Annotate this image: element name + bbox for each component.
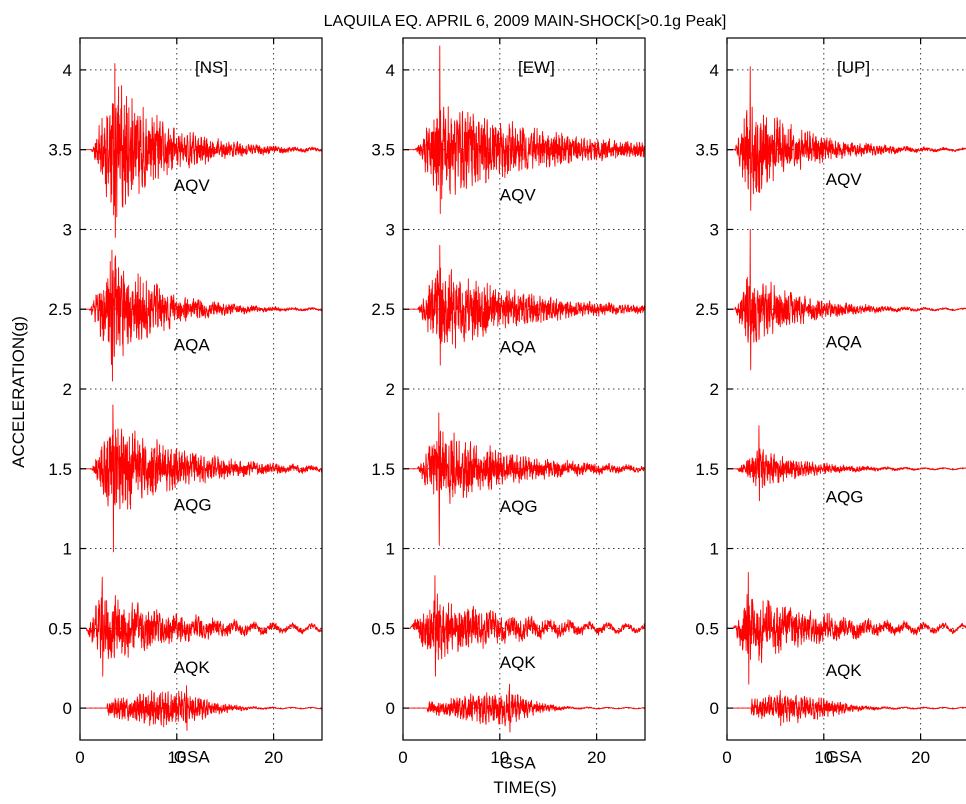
y-tick-label: 2.5 [371,300,395,319]
y-tick-label: 1.5 [695,460,719,479]
y-tick-label: 1.5 [371,460,395,479]
y-tick-label: 3 [710,220,719,239]
y-tick-label: 0 [710,699,719,718]
y-tick-label: 3.5 [371,141,395,160]
station-label-aqv: AQV [500,186,537,205]
trace-aqa [80,249,322,382]
trace-gsa [403,683,645,733]
trace-aqk [403,575,645,677]
station-label-aqv: AQV [826,170,863,189]
trace-aqv [403,45,645,214]
traces [727,66,966,727]
y-tick-label: 1 [386,540,395,559]
y-tick-label: 1.5 [48,460,72,479]
station-label-aqk: AQK [826,661,863,680]
x-tick-label: 0 [398,748,407,767]
trace-aqa [727,229,966,371]
panel-ns: 0 10 20 0 0.5 1 1.5 2 2.5 3 3.5 4 [NS] AQV AQA AQG AQK GS… [48,37,323,767]
y-tick-label: 1 [63,540,72,559]
station-label-aqa: AQA [826,333,863,352]
station-label-aqg: AQG [826,487,864,506]
component-label: [NS] [195,58,228,77]
x-tick-label: 20 [587,748,606,767]
station-label-aqg: AQG [174,495,212,514]
component-label: [UP] [837,58,870,77]
station-label-aqa: AQA [500,337,537,356]
y-tick-label: 3 [63,220,72,239]
trace-aqa [403,244,645,366]
y-tick-label: 3.5 [695,141,719,160]
trace-aqk [727,572,966,685]
component-label: [EW] [518,58,555,77]
x-tick-label: 0 [75,748,84,767]
y-tick-label: 0.5 [695,619,719,638]
station-label-aqv: AQV [174,176,211,195]
trace-aqg [80,404,322,553]
y-tick-label: 1 [710,540,719,559]
x-axis-label: TIME(S) [493,778,556,797]
x-tick-label: 10 [814,748,833,767]
station-label-aqa: AQA [174,336,211,355]
traces [80,63,322,731]
y-tick-label: 3.5 [48,141,72,160]
trace-gsa [80,685,322,731]
y-tick-label: 0.5 [48,619,72,638]
y-tick-label: 2 [710,380,719,399]
x-tick-label: 10 [167,748,186,767]
y-tick-label: 2 [63,380,72,399]
x-tick-label: 0 [722,748,731,767]
y-axis-label: ACCELERATION(g) [9,316,28,468]
x-tick-label: 10 [490,748,509,767]
x-tick-label: 20 [911,748,930,767]
trace-gsa [727,690,966,727]
trace-aqv [80,63,322,238]
y-tick-label: 3 [386,220,395,239]
chart-title: LAQUILA EQ. APRIL 6, 2009 MAIN-SHOCK[>0.… [324,13,727,30]
trace-aqk [80,576,322,677]
station-label-gsa: GSA [174,747,211,766]
panel-ew: 0 10 20 0 0.5 1 1.5 2 2.5 3 3.5 4 [EW] AQV AQA AQG AQK GS… [371,37,646,773]
y-tick-label: 2.5 [48,300,72,319]
y-tick-label: 4 [63,61,72,80]
y-tick-label: 0 [386,699,395,718]
station-label-aqg: AQG [500,497,538,516]
y-tick-label: 2.5 [695,300,719,319]
panel-up: 0 10 20 0 0.5 1 1.5 2 2.5 3 3.5 4 [UP] AQV AQA AQG AQK GS… [695,37,966,767]
trace-aqg [403,412,645,546]
y-tick-label: 2 [386,380,395,399]
y-tick-label: 4 [386,61,395,80]
y-tick-label: 0 [63,699,72,718]
station-label-aqk: AQK [174,658,211,677]
station-label-gsa: GSA [826,747,863,766]
trace-aqv [727,66,966,211]
trace-aqg [727,425,966,502]
station-label-aqk: AQK [500,653,537,672]
y-tick-label: 0.5 [371,619,395,638]
traces [403,45,645,733]
y-tick-label: 4 [710,61,719,80]
station-label-gsa: GSA [500,754,537,773]
x-tick-label: 20 [264,748,283,767]
